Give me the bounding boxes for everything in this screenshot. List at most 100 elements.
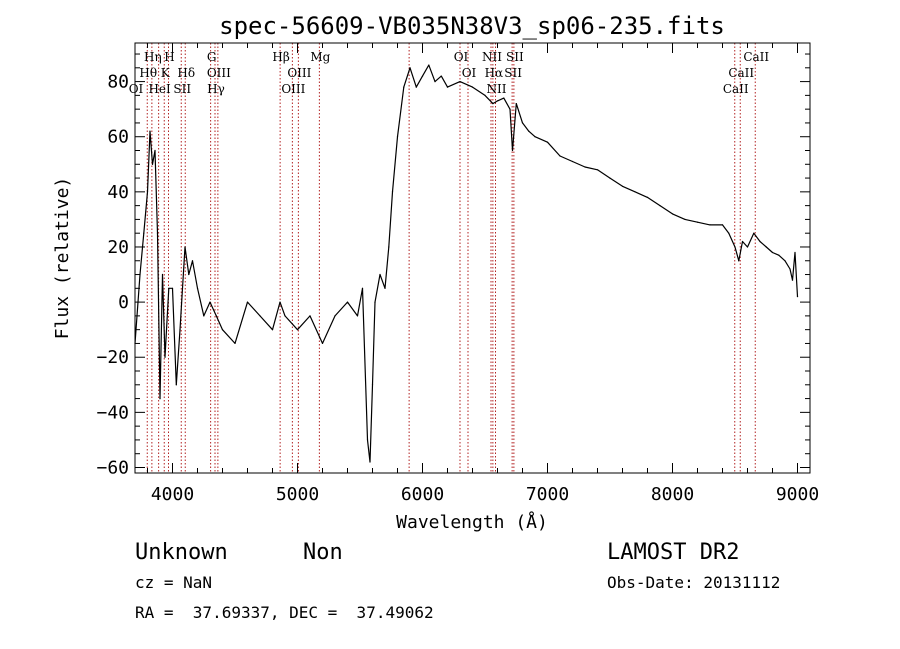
spectrum-point [415, 86, 417, 88]
y-tick-label: −60 [96, 457, 129, 478]
spectrum-point [440, 75, 442, 77]
y-tick-label: −20 [96, 347, 129, 368]
spectrum-point [546, 141, 549, 143]
y-tick-label: 60 [107, 127, 129, 148]
spectrum-point [156, 232, 159, 234]
spectrum-point [388, 246, 390, 248]
spectrum-point [796, 296, 799, 298]
spectrum-point [374, 301, 376, 303]
spectrum-point [171, 287, 174, 289]
x-tick-label: 7000 [526, 484, 569, 505]
line-label: CaII [723, 82, 749, 96]
spectrum-point [446, 86, 449, 88]
spectrum-point [746, 246, 749, 248]
spectrum-point [671, 213, 674, 215]
spectrum-point [221, 329, 224, 331]
line-label: SII [506, 50, 524, 64]
spectrum-point [191, 260, 194, 262]
spectrum-point [515, 103, 517, 105]
spectrum-point [149, 130, 151, 132]
x-tick-label: 6000 [401, 484, 444, 505]
spectrum-point [371, 384, 374, 386]
spectrum-point [143, 232, 145, 234]
line-label: OI [462, 66, 477, 80]
spectrum-point [471, 86, 474, 88]
redshift-label: cz = NaN [135, 573, 212, 592]
spectrum-point [215, 315, 217, 317]
spectrum-point [696, 221, 699, 223]
spectrum-point [428, 64, 430, 66]
spectrum-point [369, 461, 371, 463]
spectrum-point [511, 149, 514, 152]
spectrum [134, 64, 799, 463]
line-label: Hδ [177, 66, 195, 80]
spectrum-point [151, 163, 154, 165]
spectrum-point [321, 342, 324, 344]
spectrum-point [146, 191, 149, 193]
spectrum-point [284, 315, 286, 317]
line-label: NII [482, 50, 502, 64]
spectrum-point [296, 329, 299, 331]
spectrum-point [184, 246, 186, 248]
line-label: NII [487, 82, 507, 96]
line-label: OIII [287, 66, 311, 80]
spectrum-point [496, 100, 499, 102]
line-label: HeI [148, 82, 171, 96]
line-label: OI [454, 50, 469, 64]
spectrum-point [559, 155, 561, 157]
coordinates: RA = 37.69337, DEC = 37.49062 [135, 603, 434, 622]
spectrum-point [366, 439, 369, 441]
object-class: Unknown [135, 540, 228, 565]
spectrum-point [738, 260, 740, 262]
spectrum-point [484, 94, 486, 96]
spectrum-point [271, 329, 274, 331]
spectrum-point [346, 301, 349, 303]
spectrum-point [659, 205, 661, 207]
spectrum-point [309, 315, 311, 317]
line-label: G [207, 50, 217, 64]
y-tick-label: 0 [118, 292, 129, 313]
spectrum-point [596, 169, 599, 171]
spectrum-point [789, 268, 791, 270]
object-subclass: Non [303, 540, 343, 565]
line-label: Hθ [139, 66, 157, 80]
spectrum-point [794, 251, 796, 254]
spectrum-point [161, 273, 164, 276]
spectrum-point [209, 301, 211, 303]
spectrum-point [778, 254, 780, 256]
spectrum-point [709, 224, 711, 226]
line-label: Hη [144, 50, 162, 64]
x-axis-label: Wavelength (Å) [396, 511, 548, 533]
spectrum-point [584, 166, 586, 168]
x-axis-ticks: 4000 5000 6000 7000 8000 9000 [147, 43, 819, 505]
spectrum-point [384, 287, 386, 289]
y-tick-label: 80 [107, 72, 129, 93]
line-label: OIII [207, 66, 231, 80]
spectrum-point [168, 287, 170, 289]
spectrum-point [409, 67, 411, 69]
line-label: SII [504, 66, 522, 80]
spectrum-point [246, 301, 249, 303]
spectrum-point [791, 279, 794, 281]
spectrum-point [379, 273, 381, 276]
spectrum-point [492, 103, 494, 105]
line-label: SII [173, 82, 191, 96]
spectrum-point [503, 97, 505, 99]
spectrum-point [728, 232, 730, 234]
line-label: K [161, 66, 171, 80]
spectrum-point [721, 224, 724, 226]
line-label: CaII [728, 66, 754, 80]
spectrum-point [771, 251, 774, 254]
spectrum-point [361, 287, 364, 289]
spectrum-point [279, 301, 281, 303]
spectrum-point [175, 384, 177, 386]
spectrum-point [528, 130, 530, 132]
chart-title: spec-56609-VB035N38V3_sp06-235.fits [219, 12, 725, 40]
spectrum-point [509, 108, 511, 110]
line-label: Hα [485, 66, 504, 80]
x-tick-label: 5000 [276, 484, 319, 505]
spectrum-point [196, 287, 199, 289]
obs-date: Obs-Date: 20131112 [607, 573, 780, 592]
